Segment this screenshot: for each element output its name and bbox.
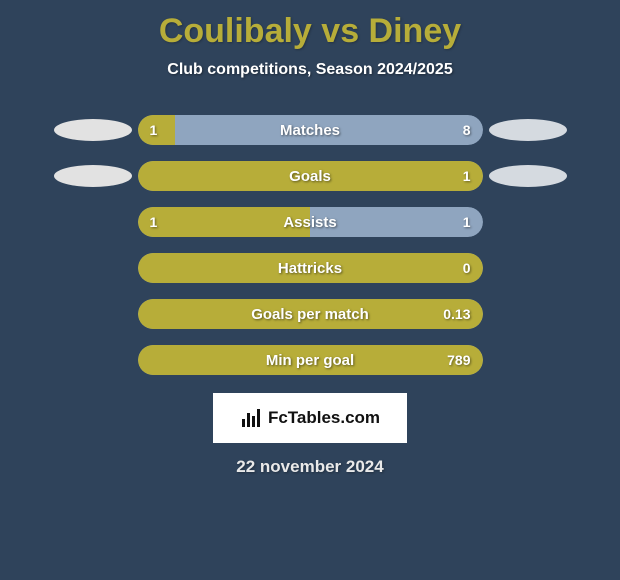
player-left-badge — [48, 345, 138, 375]
stat-value-right: 1 — [463, 207, 471, 237]
stat-row: 0Hattricks — [20, 253, 600, 283]
oval-icon — [489, 165, 567, 187]
player-right-badge — [483, 207, 573, 237]
stat-value-left: 1 — [150, 207, 158, 237]
player-right-badge — [483, 253, 573, 283]
player-left-badge — [48, 161, 138, 191]
stat-bar: 789Min per goal — [138, 345, 483, 375]
player-left-badge — [48, 299, 138, 329]
player-right-badge — [483, 345, 573, 375]
player-left-badge — [48, 115, 138, 145]
stat-row: 18Matches — [20, 115, 600, 145]
page-title: Coulibaly vs Diney — [0, 0, 620, 51]
stat-bar: 18Matches — [138, 115, 483, 145]
stat-value-right: 0.13 — [443, 299, 470, 329]
stat-row: 1Goals — [20, 161, 600, 191]
player-right-badge — [483, 115, 573, 145]
bar-fill — [138, 207, 311, 237]
oval-icon — [54, 119, 132, 141]
stat-value-right: 789 — [447, 345, 470, 375]
player-right-badge — [483, 161, 573, 191]
subtitle: Club competitions, Season 2024/2025 — [0, 61, 620, 79]
comparison-widget: Coulibaly vs Diney Club competitions, Se… — [0, 0, 620, 580]
stat-bar: 0Hattricks — [138, 253, 483, 283]
oval-icon — [489, 119, 567, 141]
bar-fill — [138, 161, 483, 191]
stat-row: 789Min per goal — [20, 345, 600, 375]
logo-text: FcTables.com — [268, 408, 380, 428]
bar-track — [138, 115, 483, 145]
stat-value-right: 0 — [463, 253, 471, 283]
bar-fill — [138, 345, 483, 375]
bar-fill — [138, 299, 483, 329]
stat-row: 0.13Goals per match — [20, 299, 600, 329]
oval-icon — [54, 165, 132, 187]
stat-bar: 0.13Goals per match — [138, 299, 483, 329]
stat-row: 11Assists — [20, 207, 600, 237]
stat-value-right: 8 — [463, 115, 471, 145]
player-left-badge — [48, 207, 138, 237]
bar-fill — [138, 253, 483, 283]
stats-list: 18Matches1Goals11Assists0Hattricks0.13Go… — [0, 115, 620, 375]
stat-bar: 1Goals — [138, 161, 483, 191]
stat-value-left: 1 — [150, 115, 158, 145]
stat-bar: 11Assists — [138, 207, 483, 237]
player-left-badge — [48, 253, 138, 283]
date-caption: 22 november 2024 — [0, 457, 620, 477]
bar-chart-icon — [240, 407, 262, 429]
stat-value-right: 1 — [463, 161, 471, 191]
player-right-badge — [483, 299, 573, 329]
fctables-logo[interactable]: FcTables.com — [213, 393, 407, 443]
